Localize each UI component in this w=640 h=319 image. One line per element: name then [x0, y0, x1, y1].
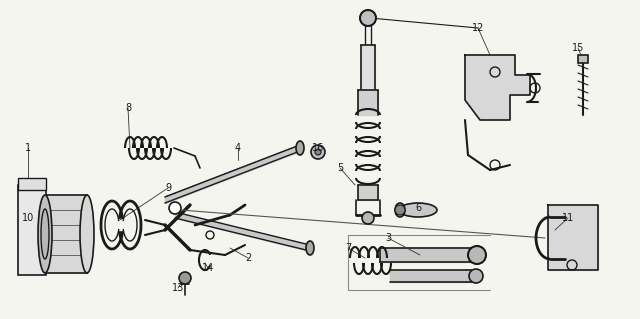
- Circle shape: [169, 202, 181, 214]
- Bar: [18, 185, 46, 275]
- Circle shape: [362, 212, 374, 224]
- Text: 15: 15: [572, 43, 584, 53]
- Text: 1: 1: [25, 143, 31, 153]
- Text: 4: 4: [235, 143, 241, 153]
- Ellipse shape: [41, 209, 49, 259]
- Ellipse shape: [296, 141, 304, 155]
- Ellipse shape: [306, 241, 314, 255]
- Ellipse shape: [38, 195, 52, 273]
- Ellipse shape: [80, 195, 94, 273]
- Text: 8: 8: [125, 103, 131, 113]
- Bar: [578, 55, 588, 63]
- Text: 13: 13: [172, 283, 184, 293]
- Circle shape: [179, 272, 191, 284]
- Text: 5: 5: [337, 163, 343, 173]
- Text: 14: 14: [202, 263, 214, 273]
- Text: 10: 10: [22, 213, 34, 223]
- Ellipse shape: [395, 203, 405, 217]
- Circle shape: [315, 149, 321, 155]
- Text: 16: 16: [312, 143, 324, 153]
- Polygon shape: [465, 55, 530, 120]
- Ellipse shape: [469, 269, 483, 283]
- Text: 3: 3: [385, 233, 391, 243]
- Circle shape: [395, 205, 405, 215]
- Circle shape: [360, 10, 376, 26]
- Ellipse shape: [399, 203, 437, 217]
- Circle shape: [311, 145, 325, 159]
- Text: 2: 2: [245, 253, 251, 263]
- Text: 7: 7: [345, 243, 351, 253]
- Text: 11: 11: [562, 213, 574, 223]
- Bar: [18, 178, 46, 190]
- Ellipse shape: [468, 246, 486, 264]
- Polygon shape: [548, 205, 598, 270]
- Text: 9: 9: [165, 183, 171, 193]
- Text: 12: 12: [472, 23, 484, 33]
- Text: 6: 6: [415, 203, 421, 213]
